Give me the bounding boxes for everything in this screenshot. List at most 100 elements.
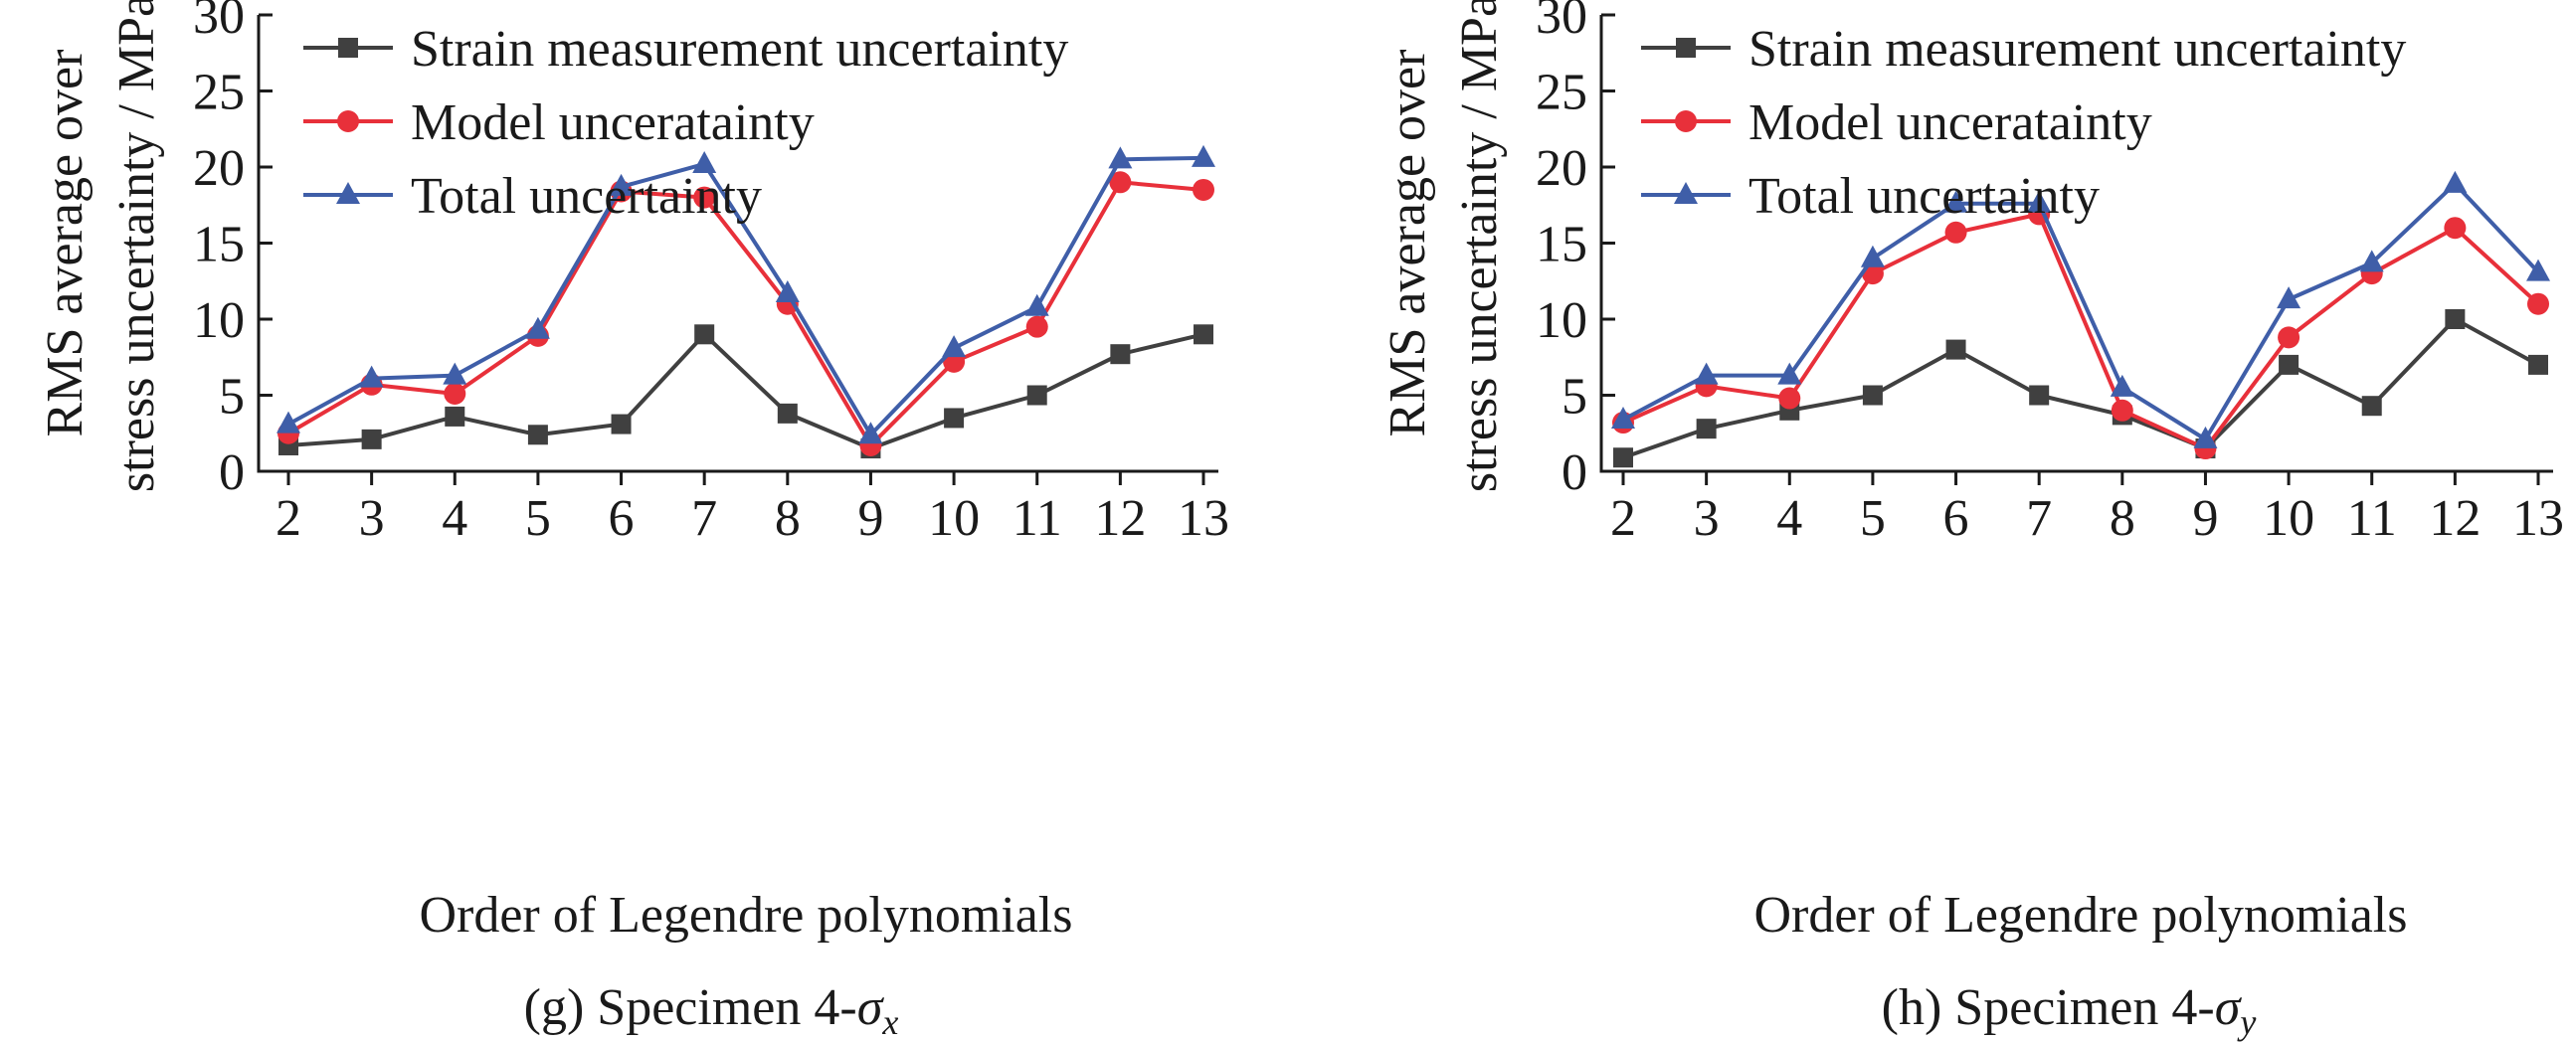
data-point-h-0-9: [2361, 396, 2382, 417]
legend-g: Strain measurement uncertainty Model unce…: [303, 21, 1068, 225]
y-tick-label-h-6: 30: [1536, 0, 1587, 45]
data-point-h-2-8: [2277, 286, 2301, 309]
data-point-g-2-0: [276, 411, 300, 434]
y-tick-label-g-6: 30: [193, 0, 245, 45]
series-line-h-2: [1622, 181, 2540, 441]
y-tick-label-h-3: 15: [1536, 217, 1587, 273]
data-point-h-1-4: [1944, 221, 1967, 244]
y-tick-label-h-2: 10: [1536, 292, 1587, 349]
data-point-g-2-2: [443, 362, 467, 385]
data-point-g-2-1: [359, 365, 384, 388]
legend-label-g-0: Strain measurement uncertainty: [411, 21, 1068, 78]
y-tick-label-h-0: 0: [1562, 444, 1587, 501]
x-tick-label-h-3: 5: [1860, 490, 1886, 547]
data-point-h-2-6: [2110, 374, 2134, 397]
y-tick-label-g-5: 25: [193, 65, 245, 121]
x-tick-label-h-0: 2: [1610, 490, 1636, 547]
data-point-h-0-4: [1945, 339, 1966, 360]
y-tick-label-h-1: 5: [1562, 369, 1587, 426]
legend-marker-h-0: [1676, 38, 1696, 58]
x-tick-label-h-6: 8: [2110, 490, 2135, 547]
y-axis-title-g-line-0: RMS average over: [37, 50, 93, 437]
y-tick-label-g-3: 15: [193, 217, 245, 273]
x-tick-label-h-7: 9: [2192, 490, 2218, 547]
legend-marker-g-0: [338, 38, 358, 58]
data-point-g-2-11: [1192, 144, 1215, 167]
legend-marker-g-2: [336, 182, 360, 204]
data-point-h-2-9: [2359, 250, 2384, 272]
x-tick-label-g-0: 2: [276, 490, 301, 547]
chart-panel-g: 0 5 10 15 20 25 30 2 3 4 5 6 7 8 9 10 11 12 13 Order of Leg…: [37, 0, 1229, 1042]
x-tick-label-g-8: 10: [928, 490, 980, 547]
series-line-h-1: [1622, 212, 2540, 451]
data-point-g-0-5: [694, 324, 715, 345]
data-point-h-2-4: [1943, 190, 1968, 213]
y-tick-label-g-0: 0: [219, 444, 245, 501]
data-point-g-0-6: [777, 403, 798, 424]
y-tick-label-g-4: 20: [193, 140, 245, 197]
data-point-g-2-4: [609, 173, 634, 196]
y-tick-label-g-2: 10: [193, 292, 245, 349]
data-point-h-1-10: [2444, 217, 2467, 240]
data-point-h-0-5: [2029, 385, 2050, 406]
legend-h: Strain measurement uncertainty Model unce…: [1641, 21, 2406, 225]
data-point-g-0-9: [1026, 385, 1047, 406]
caption-g: (g) Specimen 4-σx: [524, 979, 899, 1042]
data-point-g-0-8: [944, 408, 965, 429]
x-tick-label-h-9: 11: [2347, 490, 2397, 547]
data-point-h-2-11: [2526, 259, 2550, 281]
x-tick-label-g-7: 9: [857, 490, 883, 547]
legend-label-g-2: Total uncertainty: [411, 168, 762, 225]
y-tick-label-h-5: 25: [1536, 65, 1587, 121]
data-point-g-0-4: [611, 414, 632, 434]
x-tick-label-g-9: 11: [1012, 490, 1062, 547]
data-point-g-0-2: [445, 406, 465, 427]
data-point-h-1-2: [1778, 387, 1801, 410]
x-tick-label-g-10: 12: [1094, 490, 1146, 547]
series-line-g-0: [287, 332, 1204, 451]
data-point-g-0-1: [361, 429, 382, 449]
legend-label-g-1: Model unceratainty: [411, 94, 815, 151]
data-point-h-0-11: [2528, 354, 2548, 375]
x-tick-label-g-11: 13: [1178, 490, 1229, 547]
x-tick-label-h-8: 10: [2263, 490, 2314, 547]
y-tick-label-h-4: 20: [1536, 140, 1587, 197]
data-point-h-2-1: [1694, 362, 1719, 385]
series-line-h-0: [1622, 317, 2539, 460]
data-point-h-0-8: [2279, 354, 2300, 375]
legend-label-h-1: Model unceratainty: [1748, 94, 2152, 151]
data-point-g-1-5: [693, 186, 716, 209]
data-point-h-0-3: [1862, 385, 1883, 406]
x-tick-label-g-4: 6: [609, 490, 635, 547]
y-axis-title-g-line-1: stress uncertainty / MPa: [108, 0, 165, 492]
x-axis-title-g: Order of Legendre polynomials: [419, 887, 1072, 944]
x-tick-label-g-2: 4: [442, 490, 467, 547]
x-tick-label-h-11: 13: [2512, 490, 2564, 547]
data-point-g-2-8: [942, 335, 967, 358]
data-point-g-2-3: [525, 316, 550, 339]
x-axis-title-h: Order of Legendre polynomials: [1753, 887, 2407, 944]
data-point-g-2-10: [1108, 146, 1133, 169]
data-point-g-0-11: [1194, 324, 1213, 345]
data-point-h-2-7: [2193, 426, 2218, 448]
data-point-g-0-3: [527, 425, 548, 445]
y-axis-title-h-line-0: RMS average over: [1380, 50, 1436, 437]
data-point-h-0-0: [1613, 447, 1633, 468]
data-point-g-1-2: [444, 382, 466, 405]
x-tick-label-g-1: 3: [359, 490, 385, 547]
x-tick-label-h-2: 4: [1776, 490, 1802, 547]
caption-h: (h) Specimen 4-σy: [1882, 979, 2257, 1042]
series-line-g-1: [286, 180, 1204, 447]
data-point-h-2-2: [1777, 362, 1802, 385]
data-point-h-1-6: [2111, 399, 2133, 422]
data-point-g-2-5: [692, 150, 717, 173]
legend-label-h-2: Total uncertainty: [1748, 168, 2100, 225]
data-point-g-1-9: [1025, 315, 1048, 338]
data-point-h-2-5: [2027, 190, 2052, 213]
x-tick-label-h-1: 3: [1694, 490, 1720, 547]
legend-marker-h-1: [1675, 110, 1697, 132]
x-tick-label-h-4: 6: [1943, 490, 1969, 547]
data-point-h-1-8: [2278, 326, 2300, 349]
